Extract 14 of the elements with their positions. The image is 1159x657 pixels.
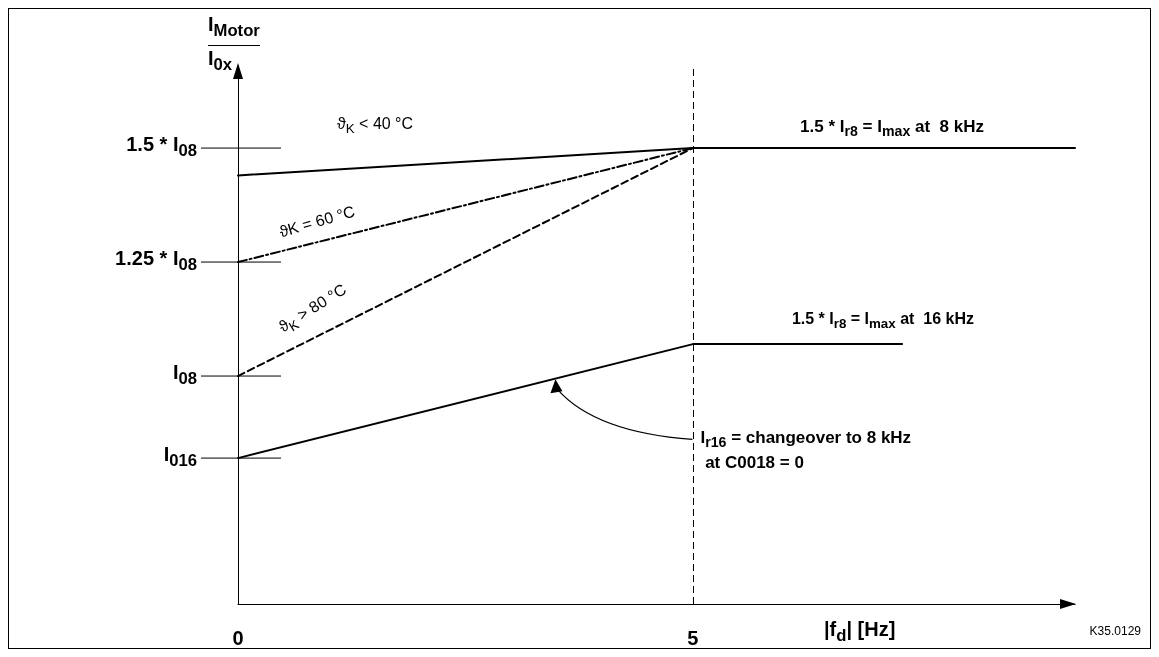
text: 1.25 * I$_{08}$: [115, 246, 197, 276]
x-tick-label: 5: [687, 627, 699, 649]
series-label: 1.5 * I$_{r8}$ = I$_{max}$ at 16 kHz: [791, 309, 974, 333]
text: 1.5 * I$_{08}$: [126, 132, 197, 162]
annotation: I$_{r16}$ = changeover to 8 kHz at C0018 = 0: [700, 427, 912, 474]
text: I$_{08}$: [172, 360, 197, 390]
x-axis-title: |f$_{d}$| [Hz]: [824, 617, 896, 647]
text: ϑK = 60 °C: [277, 201, 358, 243]
annotation: 1.5 * I$_{r8}$ = I$_{max}$ at 8 kHz: [800, 115, 985, 142]
text: K35.0129: [1089, 624, 1141, 639]
text: I$_{016}$: [163, 442, 197, 473]
y-axis-title: I$_{Motor}$ I$_{0x}$: [208, 12, 260, 76]
x-tick-label: 0: [232, 627, 244, 649]
series-label: ϑ$_{K}$ < 40 °C: [337, 114, 414, 139]
